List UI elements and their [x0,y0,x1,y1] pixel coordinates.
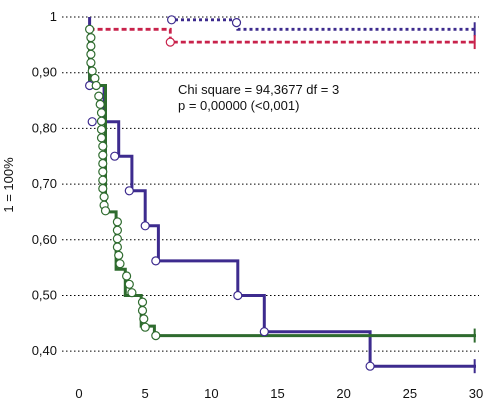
y-axis-title: 1 = 100% [1,157,16,213]
censored-marker [365,361,375,371]
censored-marker [86,49,96,59]
censored-marker [96,108,107,118]
censored-marker [112,225,123,235]
censored-marker [112,217,123,227]
x-tick-label: 0 [75,386,82,401]
censored-marker [112,234,123,244]
censored-marker [165,37,175,47]
censored-marker [95,99,105,110]
censored-marker [84,24,95,34]
censored-marker [86,41,96,51]
censored-marker [231,18,242,28]
marker-group [84,15,476,374]
series-line-4 [89,27,476,44]
censored-marker [115,259,125,269]
censored-marker [86,32,96,43]
censored-marker [137,305,148,316]
x-tick-label: 25 [403,386,417,401]
censored-marker [127,288,137,298]
p-value-annotation: p = 0,00000 (<0,001) [178,98,299,113]
series-line-2 [88,29,476,338]
censored-marker [140,322,150,332]
series-group [88,17,476,368]
x-tick-label: 15 [270,386,284,401]
censored-marker [98,150,108,160]
censored-marker [121,271,132,281]
censored-marker [124,186,134,196]
censored-marker [100,206,111,216]
x-tick-label: 10 [204,386,218,401]
censored-marker [139,314,149,324]
y-tick-label: 0,90 [32,65,57,80]
censored-marker [98,158,108,169]
gridlines [62,16,479,352]
censored-marker [151,256,161,266]
x-tick-label: 30 [469,386,483,401]
y-tick-label: 0,40 [32,343,57,358]
x-tick-label: 20 [336,386,350,401]
y-tick-label: 0,50 [32,287,57,302]
censored-marker [98,183,108,194]
censored-marker [86,58,96,68]
y-tick-label: 1 [50,9,57,24]
censored-marker [96,133,107,143]
series-line-3 [169,18,476,31]
censored-marker [140,221,150,231]
censored-marker [110,151,120,161]
censored-marker [96,116,107,126]
censored-marker [96,124,107,135]
censored-marker [233,290,243,301]
censored-marker [98,167,108,177]
censored-marker [91,80,101,91]
y-tick-label: 0,60 [32,232,57,247]
censored-marker [259,327,269,337]
censored-marker [112,242,123,252]
series-line-1 [88,17,476,368]
censored-marker [114,250,124,260]
censored-marker [151,331,161,341]
censored-marker [94,91,104,101]
censored-marker [124,279,134,289]
y-tick-label: 0,80 [32,120,57,135]
censored-marker [87,117,97,127]
y-tick-label: 0,70 [32,176,57,191]
censored-marker [98,175,108,185]
x-tick-label: 5 [142,386,149,401]
chi-square-annotation: Chi square = 94,3677 df = 3 [178,82,339,97]
censored-marker [99,192,109,202]
censored-marker [98,141,108,151]
censored-marker [137,297,148,307]
censored-marker [167,15,177,25]
